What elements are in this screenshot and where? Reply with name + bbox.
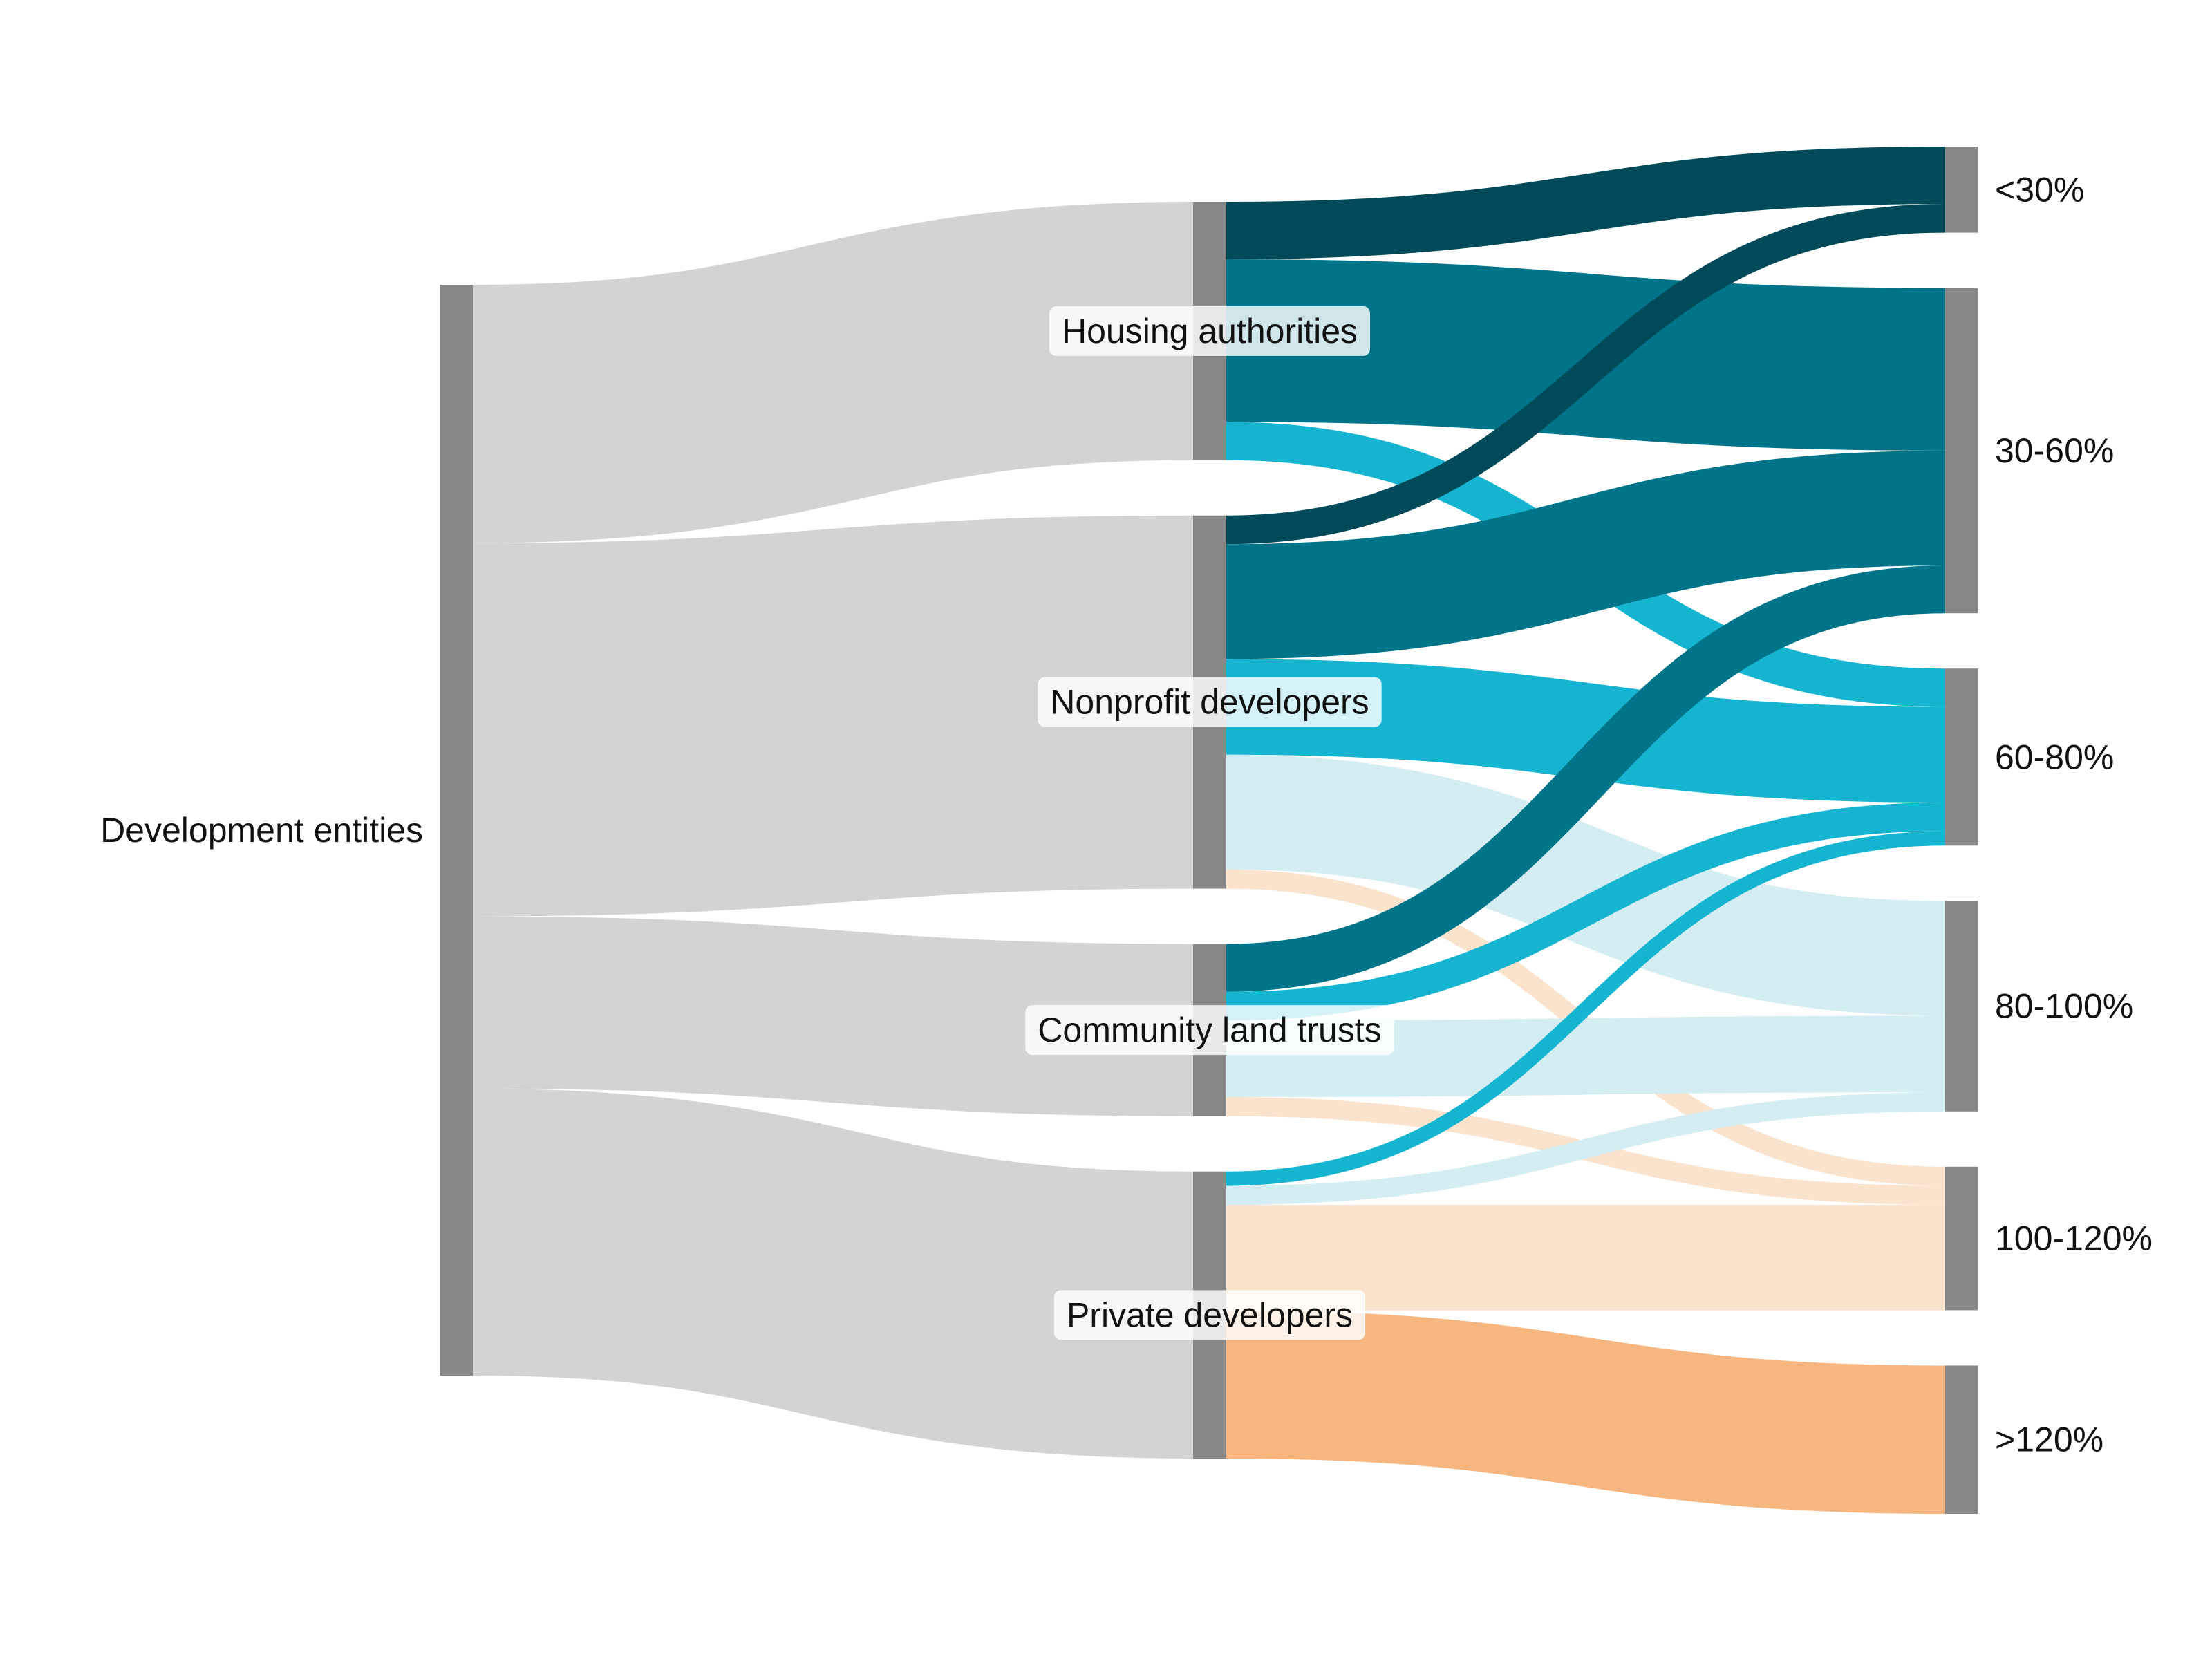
link-np-to-b80_100 xyxy=(1226,754,1946,1016)
node-label-b80_100: 80-100% xyxy=(1995,987,2133,1026)
node-b60_80 xyxy=(1945,668,1978,846)
node-label-b30_60: 30-60% xyxy=(1995,431,2114,470)
node-label-gt120: >120% xyxy=(1995,1421,2103,1459)
node-b100_120 xyxy=(1945,1166,1978,1311)
link-np-to-lt30 xyxy=(1226,204,1946,545)
node-label-background-clt xyxy=(1025,1005,1394,1056)
node-label-np: Nonprofit developers xyxy=(1050,683,1369,722)
node-label-clt: Community land trusts xyxy=(1038,1011,1381,1049)
node-label-dev: Development entities xyxy=(100,811,423,850)
node-lt30 xyxy=(1945,147,1978,233)
node-dev xyxy=(440,285,473,1376)
label-layer: Development entities Housing authorities N… xyxy=(100,170,2153,1459)
node-label-b60_80: 60-80% xyxy=(1995,738,2114,776)
node-label-background-np xyxy=(1038,677,1382,727)
node-label-pd: Private developers xyxy=(1067,1295,1353,1334)
node-label-lt30: <30% xyxy=(1995,170,2084,209)
link-pd-to-gt120 xyxy=(1226,1310,1946,1514)
node-label-b100_120: 100-120% xyxy=(1995,1219,2153,1258)
node-b80_100 xyxy=(1945,901,1978,1112)
node-label-background-pd xyxy=(1053,1290,1366,1340)
node-gt120 xyxy=(1945,1365,1978,1514)
link-pd-to-b60_80 xyxy=(1226,831,1946,1186)
node-label-background-ha xyxy=(1049,306,1371,356)
node-label-ha: Housing authorities xyxy=(1062,312,1358,350)
link-np-to-b30_60 xyxy=(1226,450,1946,659)
link-clt-to-b60_80 xyxy=(1226,802,1946,1021)
node-b30_60 xyxy=(1945,288,1978,614)
link-pd-to-b80_100 xyxy=(1226,1092,1946,1206)
link-clt-to-b80_100 xyxy=(1226,1015,1946,1098)
link-clt-to-b30_60 xyxy=(1226,565,1946,992)
link-ha-to-lt30 xyxy=(1226,146,1946,260)
